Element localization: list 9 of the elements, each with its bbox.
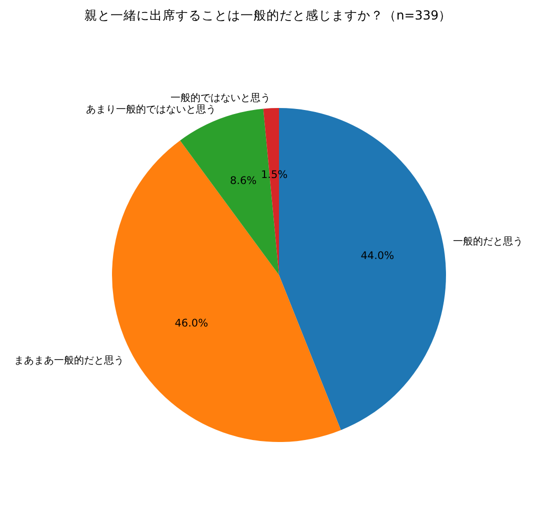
slice-label: 一般的ではないと思う xyxy=(170,92,271,104)
data-label: 1.5% xyxy=(260,168,288,181)
slice-label: まあまあ一般的だと思う xyxy=(14,356,124,367)
data-label: 46.0% xyxy=(174,318,208,330)
slice-label: 一般的だと思う xyxy=(452,236,523,248)
data-label: 8.6% xyxy=(230,175,257,188)
data-label: 44.0% xyxy=(360,250,394,262)
slice-label: あまり一般的ではないと思う xyxy=(86,104,216,116)
chart-title: 親と一緒に出席することは一般的だと感じますか？（n=339） xyxy=(84,7,452,22)
